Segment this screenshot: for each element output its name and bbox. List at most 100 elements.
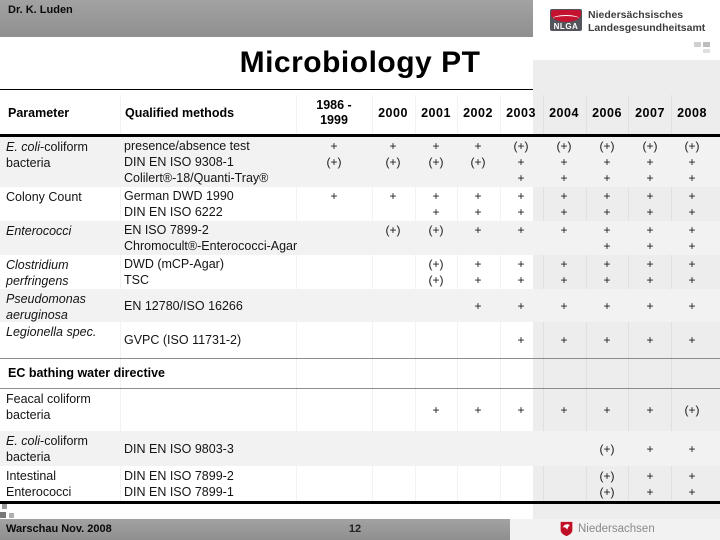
parameter-species: Enterococci xyxy=(6,224,72,238)
participation-mark: + xyxy=(432,189,440,203)
method-line: DIN EN ISO 9803-3 (+) + + xyxy=(0,441,720,457)
nlga-logo-icon: NLGA xyxy=(550,9,582,31)
header-bar xyxy=(0,0,533,37)
deco-square xyxy=(0,512,6,518)
method-name: DIN EN ISO 9308-1 xyxy=(124,155,234,169)
col-header-year-2006: 2006 xyxy=(592,106,622,120)
deco-square xyxy=(2,504,7,509)
participation-mark: (+) xyxy=(428,223,444,237)
participation-mark: + xyxy=(603,223,611,237)
participation-mark: (+) xyxy=(642,139,658,153)
participation-mark: + xyxy=(517,403,525,417)
participation-mark: + xyxy=(560,205,568,219)
participation-mark: (+) xyxy=(428,155,444,169)
participation-mark: + xyxy=(646,468,654,483)
table-row: E. coli-coliform bacteria DIN EN ISO 9803… xyxy=(0,431,720,466)
method-line: presence/absence test + + + + (+) (+) (+) (+) (+) xyxy=(0,138,720,154)
participation-mark: (+) xyxy=(385,155,401,169)
participation-mark: + xyxy=(688,257,696,271)
participation-mark: + xyxy=(603,155,611,169)
method-name: DIN EN ISO 6222 xyxy=(124,205,223,219)
participation-mark: + xyxy=(389,189,397,203)
deco-square xyxy=(9,513,14,518)
participation-mark: (+) xyxy=(513,139,529,153)
title-rule xyxy=(0,89,720,90)
method-name: presence/absence test xyxy=(124,139,250,153)
participation-mark: + xyxy=(646,189,654,203)
col-header-methods: Qualified methods xyxy=(125,106,235,120)
participation-mark: (+) xyxy=(599,484,615,499)
table-row: Pseudomonas aeruginosa EN 12780/ISO 16266… xyxy=(0,289,720,322)
parameter-name: Enterococci xyxy=(6,223,119,239)
method-line: DIN EN ISO 7899-2 (+) + + xyxy=(0,468,720,484)
participation-mark: + xyxy=(330,139,338,153)
participation-mark: + xyxy=(517,171,525,185)
table-row: Clostridium perfringens DWD (mCP-Agar) (+)… xyxy=(0,255,720,289)
period-line2: 1999 xyxy=(320,113,348,127)
col-header-parameter: Parameter xyxy=(8,106,70,120)
participation-mark: + xyxy=(517,257,525,271)
method-line: DIN EN ISO 9308-1 (+) (+) (+) (+) + + + + + xyxy=(0,154,720,170)
participation-mark: + xyxy=(560,155,568,169)
method-line: TSC (+) + + + + + + xyxy=(0,272,720,288)
col-header-year-2007: 2007 xyxy=(635,106,665,120)
col-header-year-2002: 2002 xyxy=(463,106,493,120)
method-name: German DWD 1990 xyxy=(124,189,234,203)
parameter-species: Pseudomonas aeruginosa xyxy=(6,292,86,322)
method-name: EN 12780/ISO 16266 xyxy=(124,298,243,313)
participation-mark: + xyxy=(560,333,568,347)
method-line: + + + + + + (+) xyxy=(0,402,720,418)
method-name: DIN EN ISO 7899-1 xyxy=(124,484,234,499)
participation-mark: + xyxy=(474,403,482,417)
participation-mark: + xyxy=(688,333,696,347)
participation-mark: + xyxy=(474,189,482,203)
nlga-logo-red-arc xyxy=(551,10,581,22)
participation-mark: + xyxy=(688,189,696,203)
method-line: DWD (mCP-Agar) (+) + + + + + + xyxy=(0,256,720,272)
method-name: Chromocult®-Enterococci-Agar xyxy=(124,239,298,253)
col-header-year-2003: 2003 xyxy=(506,106,536,120)
participation-mark: + xyxy=(474,223,482,237)
participation-mark: + xyxy=(646,171,654,185)
method-name: EN ISO 7899-2 xyxy=(124,223,209,237)
parameter-species: E. coli xyxy=(6,140,41,154)
participation-mark: + xyxy=(688,298,696,313)
col-header-year-2008: 2008 xyxy=(677,106,707,120)
participation-mark: + xyxy=(646,257,654,271)
participation-mark: + xyxy=(646,239,654,253)
participation-mark: + xyxy=(688,239,696,253)
parameter-name: E. coli-coliform bacteria xyxy=(6,140,88,170)
method-line: Chromocult®-Enterococci-Agar + + + xyxy=(0,238,720,254)
table-row: Intestinal Enterococci DIN EN ISO 7899-2 (… xyxy=(0,466,720,501)
participation-mark: + xyxy=(560,223,568,237)
footer-event: Warschau Nov. 2008 xyxy=(6,523,112,535)
deco-square xyxy=(703,49,710,53)
parameter-species: Legionella spec. xyxy=(6,325,97,339)
participation-mark: + xyxy=(432,403,440,417)
participation-mark: + xyxy=(603,171,611,185)
header-rule xyxy=(0,134,720,137)
participation-mark: + xyxy=(474,205,482,219)
participation-mark: + xyxy=(474,139,482,153)
table-row: E. coli-coliform bacteria presence/absenc… xyxy=(0,137,720,187)
participation-mark: (+) xyxy=(428,257,444,271)
parameter-name: Feacal coliform bacteria xyxy=(6,392,91,422)
nlga-logo-abbr: NLGA xyxy=(553,22,579,31)
participation-mark: + xyxy=(688,441,696,456)
period-line1: 1986 - xyxy=(316,98,352,112)
footer-bar xyxy=(0,519,510,540)
participation-mark: + xyxy=(517,298,525,313)
participation-mark: + xyxy=(432,205,440,219)
institution-line2: Landesgesundheitsamt xyxy=(588,21,706,34)
table-bottom-rule xyxy=(0,501,720,504)
table-row: Feacal coliform bacteria + + + + + + (+) xyxy=(0,389,720,431)
participation-mark: + xyxy=(646,298,654,313)
participation-mark: + xyxy=(603,273,611,287)
participation-mark: + xyxy=(603,257,611,271)
participation-mark: (+) xyxy=(684,139,700,153)
parameter-species: Clostridium perfringens xyxy=(6,258,69,288)
method-line: Colilert®-18/Quanti-Tray® + + + + + xyxy=(0,170,720,186)
participation-mark: + xyxy=(603,189,611,203)
nlga-logo-area: NLGA Niedersächsisches Landesgesundheits… xyxy=(533,0,720,60)
